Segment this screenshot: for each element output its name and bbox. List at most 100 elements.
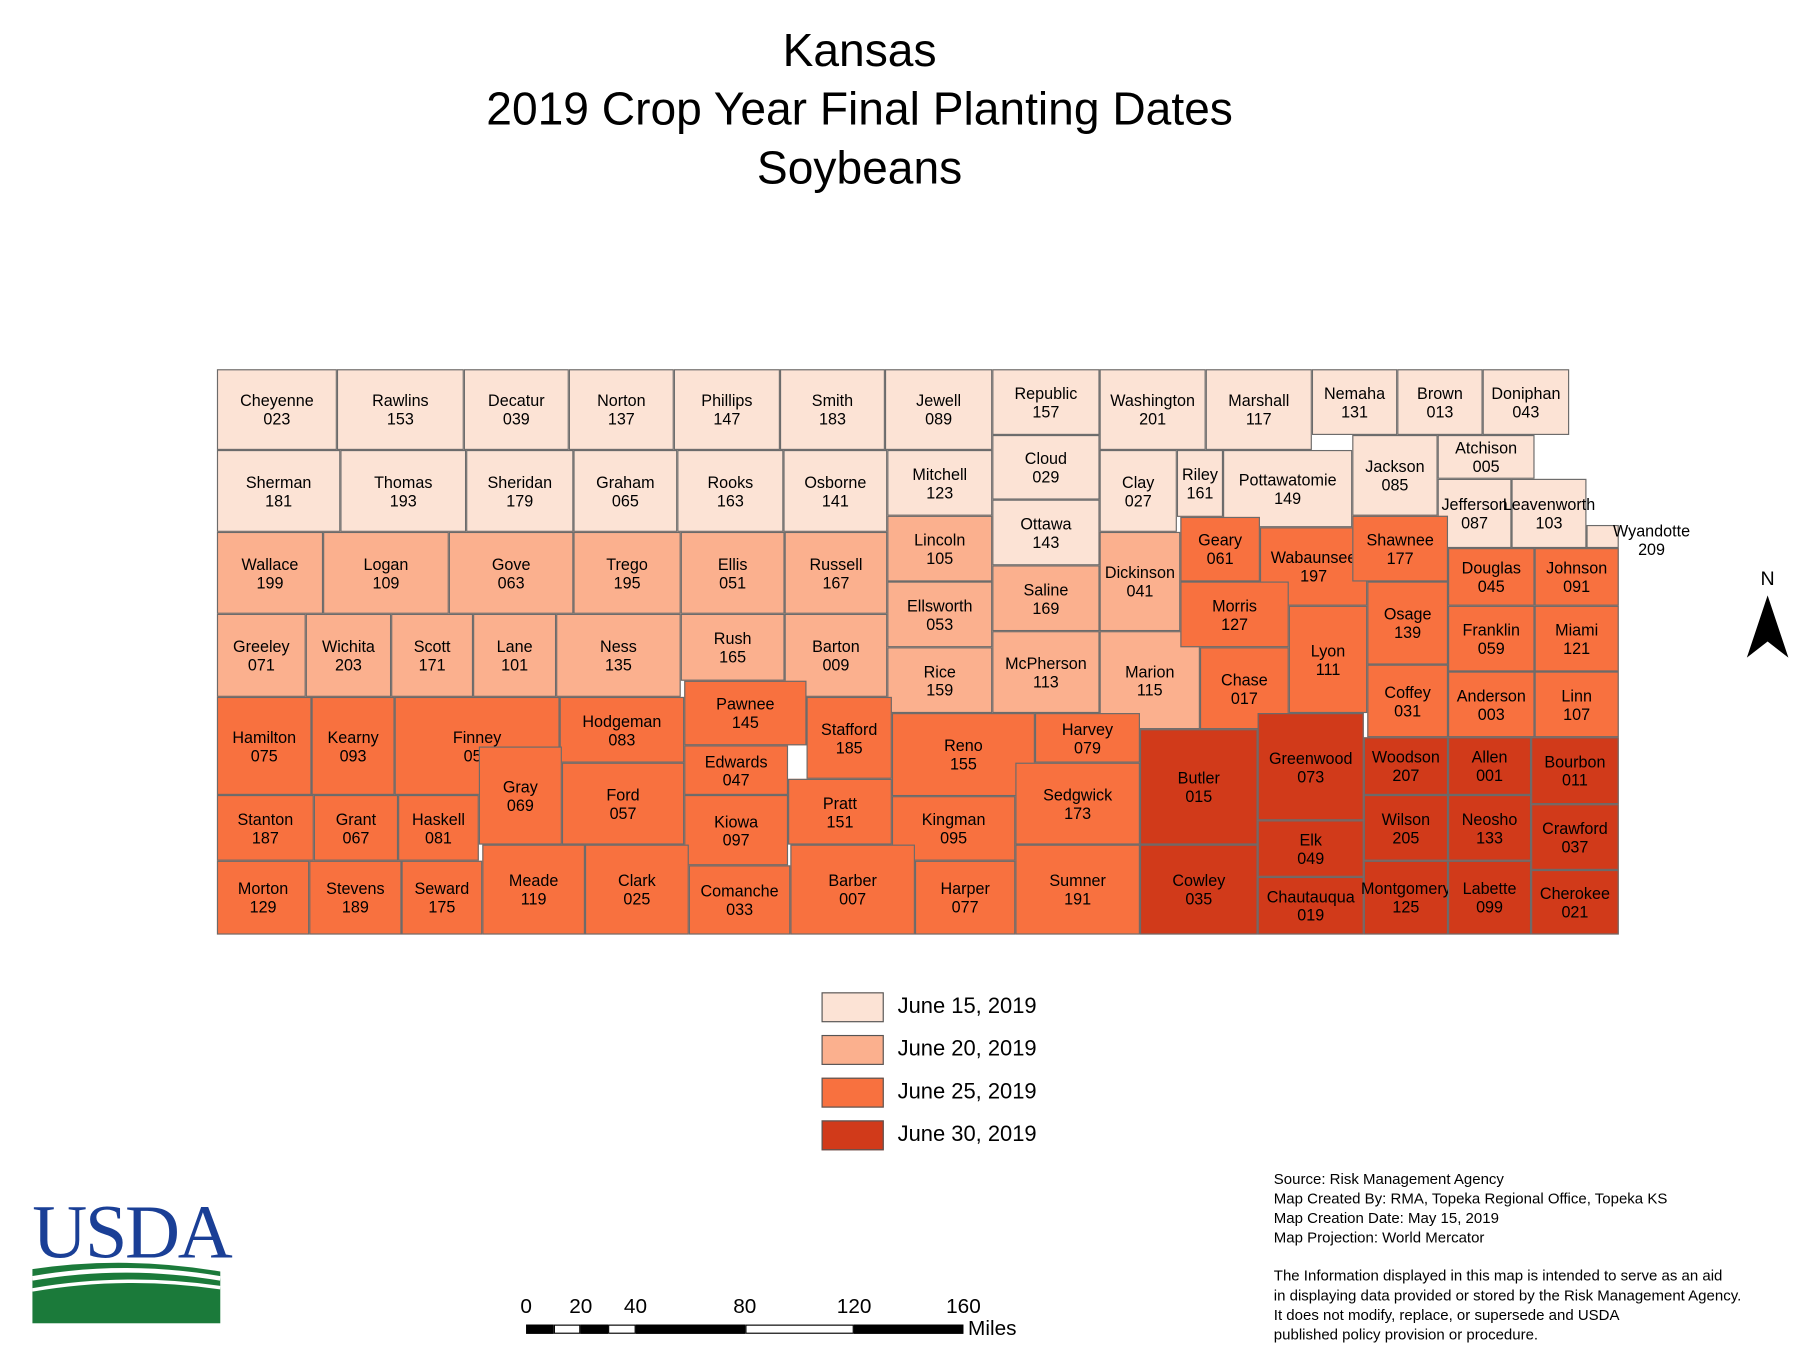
county-code: 127 xyxy=(1221,614,1249,633)
county-code: 187 xyxy=(251,827,279,847)
county-mitchell: Mitchell 123 xyxy=(887,449,993,516)
county-jewell: Jewell 089 xyxy=(884,369,993,450)
county-wabaunsee: Wabaunsee 197 xyxy=(1259,527,1368,606)
county-code: 021 xyxy=(1561,902,1589,921)
county-code: 155 xyxy=(949,754,977,774)
county-code: 015 xyxy=(1185,786,1213,806)
county-rush: Rush 165 xyxy=(680,613,785,681)
county-name: Graham xyxy=(596,472,655,491)
county-name: Linn xyxy=(1561,685,1592,705)
county-code: 141 xyxy=(821,490,849,510)
county-rice: Rice 159 xyxy=(887,647,993,714)
county-code: 089 xyxy=(925,409,953,429)
county-name: Neosho xyxy=(1461,809,1518,828)
county-name: Marshall xyxy=(1228,391,1290,410)
county-code: 041 xyxy=(1126,581,1154,600)
county-russell: Russell 167 xyxy=(784,531,888,614)
county-kearny: Kearny 093 xyxy=(311,696,395,795)
county-code: 051 xyxy=(719,572,747,592)
county-code: 183 xyxy=(818,409,846,429)
county-name: Pottawatomie xyxy=(1238,470,1337,489)
county-name: Nemaha xyxy=(1324,383,1386,403)
county-name: Reno xyxy=(944,736,983,755)
county-name: Logan xyxy=(363,554,409,573)
county-name: Smith xyxy=(811,391,854,410)
map-metadata: Source: Risk Management Agency Map Creat… xyxy=(1273,1169,1668,1247)
map-title: Kansas xyxy=(782,25,937,77)
county-sedgwick: Sedgwick 173 xyxy=(1015,762,1140,845)
county-atchison: Atchison 005 xyxy=(1437,434,1535,479)
county-pratt: Pratt 151 xyxy=(788,778,892,845)
county-name: Atchison xyxy=(1455,438,1518,457)
county-leavenworth: Leavenworth 103 xyxy=(1503,478,1595,549)
county-code: 071 xyxy=(247,655,275,674)
county-wyandotte: Wyandotte 209 xyxy=(1586,522,1690,558)
county-code: 081 xyxy=(424,827,452,847)
scale-segment xyxy=(580,1324,609,1334)
county-name: Dickinson xyxy=(1104,563,1175,582)
county-code: 121 xyxy=(1563,638,1591,658)
scale-tick: 160 xyxy=(946,1294,981,1318)
county-osborne: Osborne 141 xyxy=(783,449,888,532)
county-name: Stafford xyxy=(821,719,878,738)
county-code: 065 xyxy=(611,490,639,510)
county-greenwood: Greenwood 073 xyxy=(1257,713,1364,821)
county-name: Wallace xyxy=(241,554,299,573)
county-saline: Saline 169 xyxy=(992,565,1100,632)
county-rooks: Rooks 163 xyxy=(677,449,784,532)
county-code: 013 xyxy=(1426,402,1454,421)
county-code: 177 xyxy=(1386,548,1414,568)
county-code: 207 xyxy=(1392,766,1420,785)
county-decatur: Decatur 039 xyxy=(463,369,569,450)
county-name: Ottawa xyxy=(1020,514,1072,533)
county-code: 185 xyxy=(835,737,863,757)
county-code: 109 xyxy=(372,572,400,592)
county-code: 063 xyxy=(497,572,525,592)
county-greeley: Greeley 071 xyxy=(216,613,306,697)
county-pottawatomie: Pottawatomie 149 xyxy=(1223,449,1353,528)
scale-segment xyxy=(553,1324,581,1334)
county-code: 047 xyxy=(722,770,750,789)
usda-fields-icon xyxy=(32,1262,221,1324)
county-name: Kingman xyxy=(921,809,986,829)
county-clark: Clark 025 xyxy=(584,844,689,935)
county-montgomery: Montgomery 125 xyxy=(1361,860,1451,935)
county-code: 201 xyxy=(1139,409,1167,429)
county-code: 111 xyxy=(1315,659,1341,678)
county-code: 135 xyxy=(604,655,632,674)
county-name: Chase xyxy=(1221,669,1268,689)
county-code: 037 xyxy=(1561,837,1589,856)
county-name: Decatur xyxy=(488,391,545,410)
county-code: 049 xyxy=(1297,848,1325,868)
county-lyon: Lyon 111 xyxy=(1288,605,1368,714)
county-reno: Reno 155 xyxy=(891,713,1035,797)
county-code: 025 xyxy=(623,889,651,909)
county-name: Johnson xyxy=(1546,558,1608,577)
county-code: 095 xyxy=(940,828,968,847)
county-cowley: Cowley 035 xyxy=(1139,844,1258,935)
county-code: 171 xyxy=(418,655,446,674)
county-name: Cowley xyxy=(1172,871,1226,890)
county-stanton: Stanton 187 xyxy=(216,794,314,861)
county-code: 199 xyxy=(256,572,284,592)
county-code: 107 xyxy=(1563,704,1591,723)
county-shawnee: Shawnee 177 xyxy=(1352,515,1449,582)
county-name: Anderson xyxy=(1456,685,1526,705)
county-washington: Washington 201 xyxy=(1099,369,1206,450)
county-name: Morris xyxy=(1212,595,1257,615)
county-code: 057 xyxy=(609,803,637,823)
county-name: Barber xyxy=(828,871,877,890)
county-name: Greeley xyxy=(233,636,290,656)
county-name: Finney xyxy=(452,727,502,746)
legend-swatch xyxy=(821,1034,884,1065)
county-name: Miami xyxy=(1555,620,1599,639)
county-morris: Morris 127 xyxy=(1180,581,1289,648)
county-code: 077 xyxy=(951,897,979,917)
county-code: 043 xyxy=(1512,402,1540,421)
county-name: Lyon xyxy=(1310,640,1346,660)
county-code: 159 xyxy=(926,680,954,699)
county-pawnee: Pawnee 145 xyxy=(684,680,807,746)
county-smith: Smith 183 xyxy=(779,369,885,450)
legend-label: June 15, 2019 xyxy=(897,994,1037,1019)
